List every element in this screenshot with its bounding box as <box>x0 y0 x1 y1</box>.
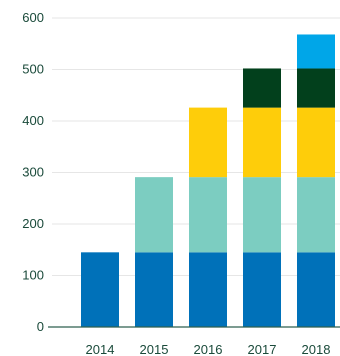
y-tick-label: 500 <box>22 62 44 77</box>
bar-2018-segment-2 <box>297 177 335 253</box>
y-tick-label: 300 <box>22 165 44 180</box>
bar-2018-segment-1 <box>297 252 335 327</box>
bar-2014-segment-1 <box>81 252 119 327</box>
bar-2016-segment-3 <box>189 107 227 178</box>
bar-2015-segment-2 <box>135 177 173 253</box>
x-tick-label: 2018 <box>302 342 331 356</box>
y-tick-label: 0 <box>37 319 44 334</box>
y-tick-label: 100 <box>22 268 44 283</box>
bar-2018-segment-3 <box>297 107 335 178</box>
y-tick-label: 400 <box>22 113 44 128</box>
x-axis-tick-labels: 2014 2015 2016 2017 2018 <box>86 342 331 356</box>
bar-2017-segment-2 <box>243 177 281 253</box>
x-tick-label: 2015 <box>140 342 169 356</box>
x-tick-label: 2016 <box>194 342 223 356</box>
bar-2017-segment-3 <box>243 107 281 178</box>
bar-2018-segment-5 <box>297 34 335 69</box>
bars <box>81 34 335 327</box>
bar-2016-segment-2 <box>189 177 227 253</box>
y-tick-label: 600 <box>22 10 44 25</box>
bar-2017-segment-4 <box>243 68 281 108</box>
y-tick-label: 200 <box>22 216 44 231</box>
x-tick-label: 2014 <box>86 342 115 356</box>
bar-2016-segment-1 <box>189 252 227 327</box>
bar-2015-segment-1 <box>135 252 173 327</box>
bar-2017-segment-1 <box>243 252 281 327</box>
x-tick-label: 2017 <box>248 342 277 356</box>
bar-2018-segment-4 <box>297 68 335 108</box>
y-axis-tick-labels: 0 100 200 300 400 500 600 <box>22 10 44 334</box>
